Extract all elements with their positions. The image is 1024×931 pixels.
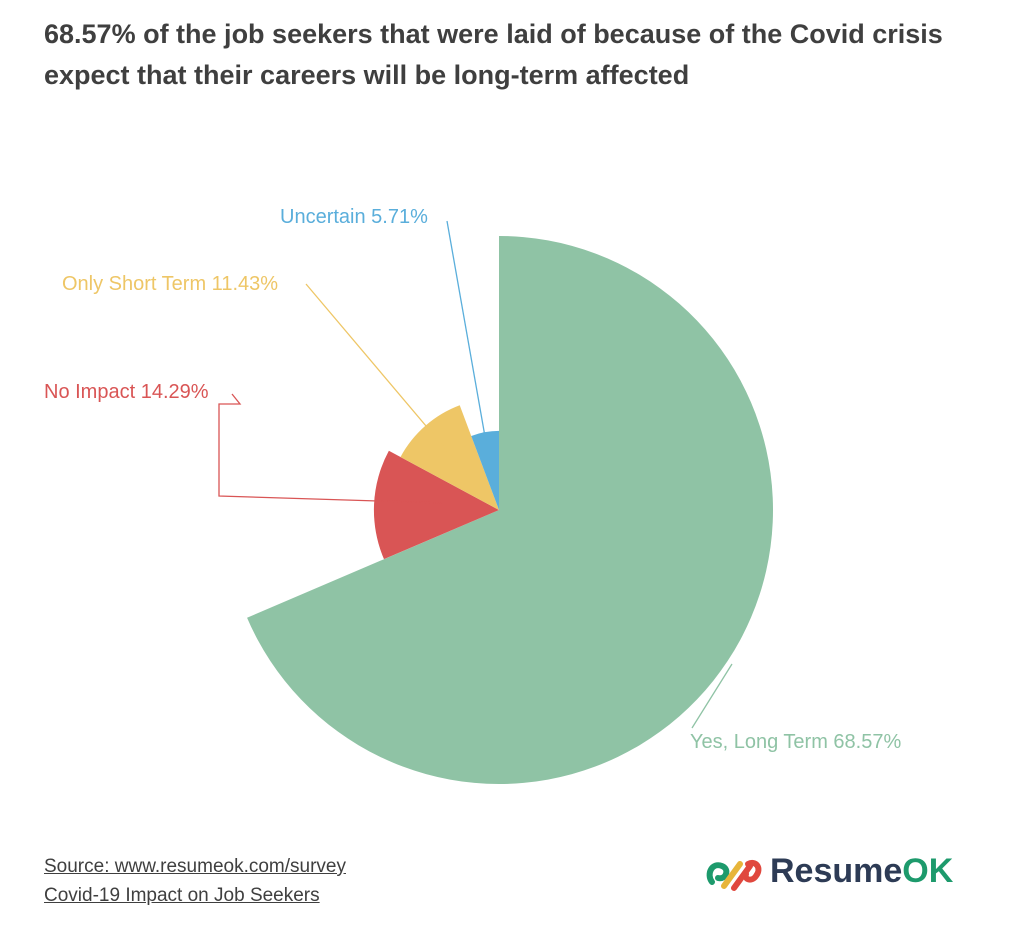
leader-line-yes-long-term [691,663,733,729]
pie-slice-uncertain [471,430,499,510]
slice-label-no-impact: No Impact 14.29% [44,381,209,403]
brand-name-ok: OK [902,852,954,890]
slice-label-yes-long-term: Yes, Long Term 68.57% [690,731,901,753]
leader-line-only-short-term [305,283,471,479]
resumeok-logo-icon [706,860,762,891]
slice-label-only-short-term: Only Short Term 11.43% [62,273,278,295]
source-link[interactable]: Source: www.resumeok.com/survey [44,856,346,877]
label-leader-lines [218,220,733,729]
brand-name: ResumeOK [770,852,953,891]
pie-slice-no-impact [373,450,499,560]
pie-slice-only-short-term [400,405,499,510]
leader-line-uncertain [446,220,494,483]
pie-slices [247,236,773,784]
slice-labels: Yes, Long Term 68.57% No Impact 14.29% Onl… [44,206,901,753]
chart-title: 68.57% of the job seekers that were laid… [44,19,943,90]
pie-slice-yes-long-term [247,236,773,784]
survey-title-link[interactable]: Covid-19 Impact on Job Seekers [44,885,320,906]
brand-name-resume: Resume [770,852,903,890]
slice-label-uncertain: Uncertain 5.71% [280,206,428,228]
leader-line-no-impact [218,393,443,504]
